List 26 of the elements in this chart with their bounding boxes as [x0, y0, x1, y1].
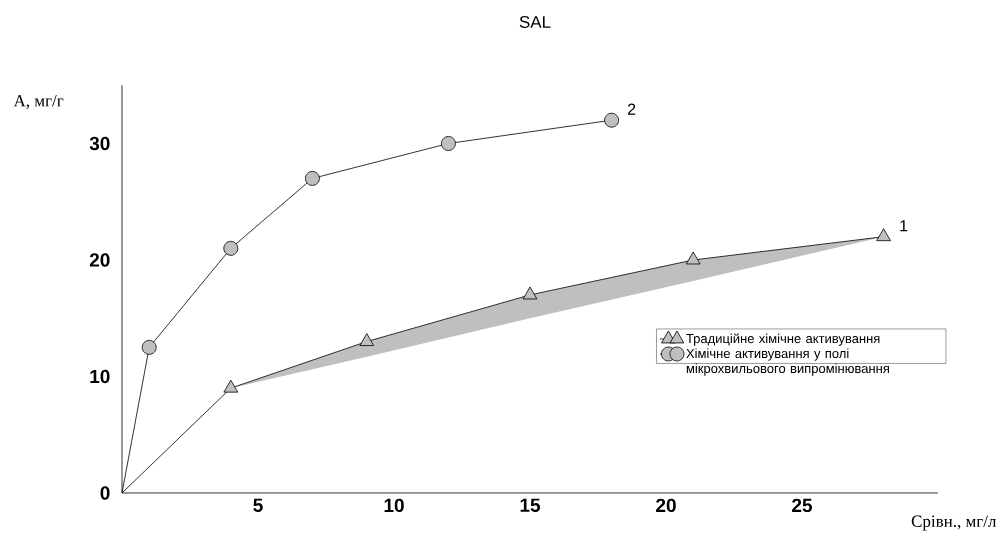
legend-label: Традиційне хімічне активування — [686, 333, 880, 346]
y-tick-label: 10 — [90, 369, 110, 384]
point — [604, 112, 619, 128]
legend-label: Хімічне активування у полі мікрохвильового випромінювання — [686, 348, 889, 376]
y-tick-label: 30 — [89, 136, 110, 151]
point — [685, 251, 701, 265]
point — [522, 286, 538, 300]
y-tick-label: 20 — [89, 253, 110, 267]
x-tick-label: 10 — [384, 498, 404, 513]
x-axis-title: Срівн., мг/л — [911, 515, 997, 531]
chart-title: SAL — [519, 15, 551, 29]
point — [223, 240, 239, 256]
y-tick-label: 0 — [100, 486, 110, 500]
annotation: 2 — [627, 103, 636, 115]
point — [305, 171, 320, 186]
x-tick-label: 25 — [792, 498, 813, 513]
point — [876, 228, 891, 242]
point — [441, 136, 456, 151]
point — [359, 333, 375, 346]
point — [223, 379, 239, 393]
x-tick-label: 5 — [253, 498, 263, 512]
annotation: 1 — [900, 220, 908, 232]
x-tick-label: 20 — [656, 498, 676, 513]
y-axis-title: А, мг/г — [13, 95, 64, 109]
point — [141, 339, 157, 355]
x-tick-label: 15 — [520, 498, 541, 512]
